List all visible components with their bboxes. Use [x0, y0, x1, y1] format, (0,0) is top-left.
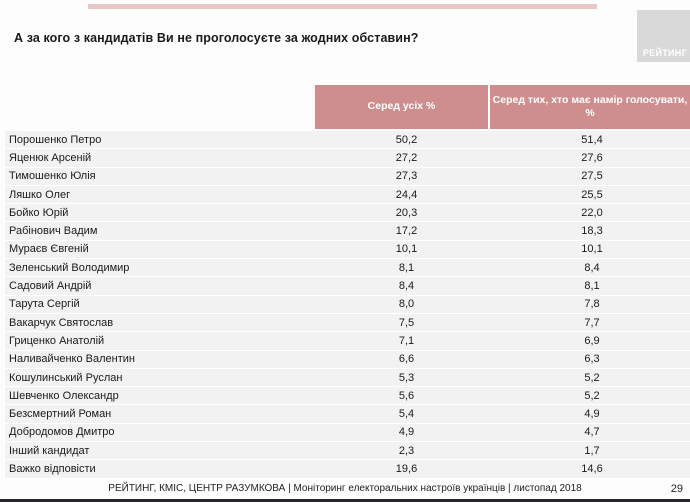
value-among-voters: 8,4 [584, 261, 600, 274]
results-table: Серед усіх % Серед тих, хто має намір го… [5, 85, 690, 479]
value-among-voters: 7,8 [584, 298, 600, 311]
rating-logo: РЕЙТИНГ [637, 10, 690, 62]
value-among-voters: 10,1 [581, 243, 603, 256]
candidate-name: Добродомов Дмитро [9, 426, 115, 439]
value-among-all: 5,3 [398, 371, 415, 384]
table-row: Порошенко Петро 50,2 51,4 [5, 131, 690, 150]
table-row: Шевченко Олександр 5,6 5,2 [5, 387, 690, 406]
candidate-name: Шевченко Олександр [9, 389, 119, 402]
table-row: Ляшко Олег 24,4 25,5 [5, 185, 690, 205]
value-among-voters: 8,1 [584, 280, 600, 293]
value-among-all: 4,9 [398, 426, 415, 439]
table-row: Яценюк Арсеній 27,2 27,6 [5, 149, 690, 168]
table-row: Добродомов Дмитро 4,9 4,7 [5, 423, 690, 443]
table-row: Гриценко Анатолій 7,1 6,9 [5, 332, 690, 351]
page-number: 29 [670, 483, 683, 495]
table-row: Тарута Сергій 8,0 7,8 [5, 295, 690, 314]
value-among-voters: 5,2 [584, 371, 600, 384]
value-among-all: 27,2 [395, 151, 418, 164]
table-row: Наливайченко Валентин 6,6 6,3 [5, 350, 690, 369]
candidate-name: Інший кандидат [9, 444, 90, 457]
candidate-name: Кошулинський Руслан [9, 371, 123, 384]
value-among-voters: 25,5 [581, 188, 603, 201]
candidate-name: Гриценко Анатолій [9, 334, 105, 347]
candidate-name: Безсмертний Роман [9, 408, 112, 421]
value-among-all: 19,6 [395, 462, 418, 475]
candidate-name: Важко відповісти [9, 462, 96, 475]
value-among-voters: 1,7 [584, 444, 600, 457]
value-among-voters: 7,7 [584, 316, 600, 329]
value-among-all: 5,6 [398, 389, 415, 402]
candidate-name: Вакарчук Святослав [9, 316, 114, 329]
value-among-all: 8,1 [398, 261, 415, 274]
header-candidate-column [5, 85, 315, 129]
value-among-all: 17,2 [395, 225, 418, 238]
value-among-voters: 22,0 [581, 206, 603, 219]
value-among-all: 27,3 [395, 170, 418, 183]
table-row: Мураєв Євгеній 10,1 10,1 [5, 240, 690, 260]
value-among-voters: 6,3 [584, 353, 600, 366]
candidate-name: Рабінович Вадим [9, 225, 98, 238]
table-row: Зеленський Володимир 8,1 8,4 [5, 259, 690, 278]
footer-source: РЕЙТИНГ, КМІС, ЦЕНТР РАЗУМКОВА | Монітор… [108, 483, 582, 494]
table-row: Безсмертний Роман 5,4 4,9 [5, 405, 690, 424]
candidate-name: Тарута Сергій [9, 298, 80, 311]
value-among-voters: 18,3 [581, 225, 603, 238]
table-row: Бойко Юрій 20,3 22,0 [5, 204, 690, 223]
value-among-voters: 4,7 [584, 426, 600, 439]
table-body: Порошенко Петро 50,2 51,4 Яценюк Арсеній… [5, 131, 690, 479]
value-among-voters: 51,4 [581, 133, 603, 146]
value-among-all: 8,4 [398, 280, 415, 293]
header-among-voters: Серед тих, хто має намір голосувати, % [490, 85, 690, 129]
value-among-all: 6,6 [398, 353, 415, 366]
value-among-all: 5,4 [398, 408, 415, 421]
candidate-name: Яценюк Арсеній [9, 151, 92, 164]
value-among-all: 2,3 [398, 444, 415, 457]
page-title: А за кого з кандидатів Ви не проголосуєт… [14, 31, 419, 45]
table-row: Кошулинський Руслан 5,3 5,2 [5, 368, 690, 388]
candidate-name: Ляшко Олег [9, 188, 71, 201]
candidate-name: Мураєв Євгеній [9, 243, 89, 256]
value-among-voters: 5,2 [584, 389, 600, 402]
candidate-name: Тимошенко Юлія [9, 170, 96, 183]
table-row: Тимошенко Юлія 27,3 27,5 [5, 167, 690, 186]
header-among-all: Серед усіх % [315, 85, 488, 129]
value-among-all: 10,1 [395, 243, 418, 256]
candidate-name: Наливайченко Валентин [9, 353, 135, 366]
value-among-voters: 4,9 [584, 408, 600, 421]
value-among-all: 20,3 [395, 206, 418, 219]
table-header-row: Серед усіх % Серед тих, хто має намір го… [5, 85, 690, 129]
table-row: Вакарчук Святослав 7,5 7,7 [5, 313, 690, 333]
table-row: Рабінович Вадим 17,2 18,3 [5, 222, 690, 241]
top-accent-bar [88, 4, 597, 9]
table-row: Садовий Андрій 8,4 8,1 [5, 277, 690, 296]
value-among-voters: 27,6 [581, 151, 603, 164]
value-among-all: 24,4 [395, 188, 418, 201]
table-row: Інший кандидат 2,3 1,7 [5, 442, 690, 461]
value-among-all: 50,2 [395, 133, 418, 146]
rating-logo-label: РЕЙТИНГ [642, 48, 687, 58]
candidate-name: Садовий Андрій [9, 280, 92, 293]
value-among-voters: 14,6 [581, 462, 603, 475]
candidate-name: Зеленський Володимир [9, 261, 130, 274]
table-row: Важко відповісти 19,6 14,6 [5, 460, 690, 479]
candidate-name: Бойко Юрій [9, 206, 69, 219]
value-among-all: 8,0 [398, 298, 415, 311]
candidate-name: Порошенко Петро [9, 133, 102, 146]
footer-divider [0, 499, 690, 502]
value-among-voters: 27,5 [581, 170, 603, 183]
value-among-all: 7,5 [398, 316, 415, 329]
value-among-voters: 6,9 [584, 334, 600, 347]
value-among-all: 7,1 [398, 334, 415, 347]
